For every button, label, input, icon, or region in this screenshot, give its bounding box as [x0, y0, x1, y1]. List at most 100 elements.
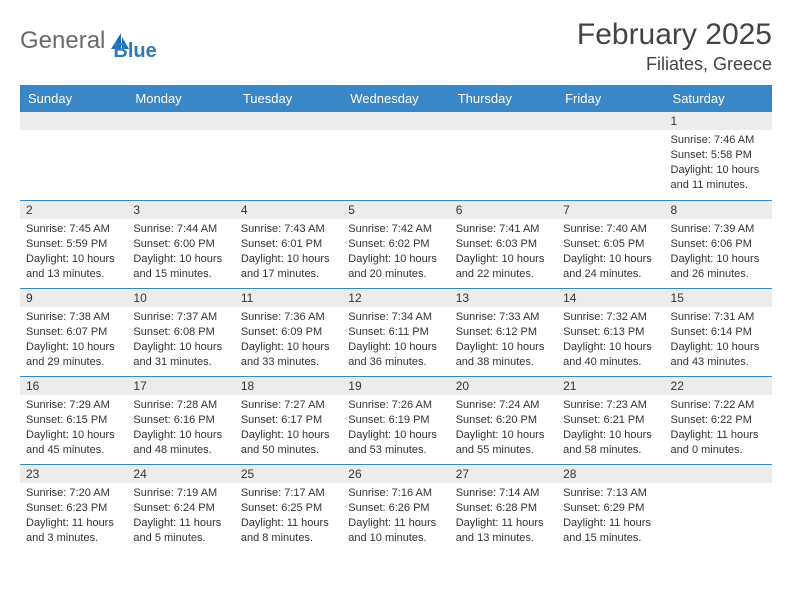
calendar-cell: 9Sunrise: 7:38 AMSunset: 6:07 PMDaylight… [20, 288, 127, 376]
day-line-sunset: Sunset: 6:02 PM [348, 237, 443, 252]
calendar-cell: 16Sunrise: 7:29 AMSunset: 6:15 PMDayligh… [20, 376, 127, 464]
day-line-sunset: Sunset: 6:03 PM [456, 237, 551, 252]
day-line-day2: and 29 minutes. [26, 355, 121, 370]
location-text: Filiates, Greece [577, 54, 772, 75]
day-line-sunset: Sunset: 6:09 PM [241, 325, 336, 340]
day-number: 25 [235, 465, 342, 483]
day-line-sunset: Sunset: 6:12 PM [456, 325, 551, 340]
calendar-cell [235, 112, 342, 200]
calendar-cell [20, 112, 127, 200]
calendar-cell: 3Sunrise: 7:44 AMSunset: 6:00 PMDaylight… [127, 200, 234, 288]
day-body [127, 130, 234, 137]
day-body: Sunrise: 7:37 AMSunset: 6:08 PMDaylight:… [127, 307, 234, 373]
day-line-sunrise: Sunrise: 7:26 AM [348, 398, 443, 413]
day-line-day1: Daylight: 10 hours [671, 252, 766, 267]
day-number: 7 [557, 201, 664, 219]
day-line-sunrise: Sunrise: 7:23 AM [563, 398, 658, 413]
day-body: Sunrise: 7:44 AMSunset: 6:00 PMDaylight:… [127, 219, 234, 285]
calendar-cell: 20Sunrise: 7:24 AMSunset: 6:20 PMDayligh… [450, 376, 557, 464]
day-line-sunrise: Sunrise: 7:20 AM [26, 486, 121, 501]
day-number: 10 [127, 289, 234, 307]
day-number: 23 [20, 465, 127, 483]
day-line-day1: Daylight: 11 hours [26, 516, 121, 531]
day-number: 19 [342, 377, 449, 395]
day-number: 5 [342, 201, 449, 219]
day-number [235, 112, 342, 130]
title-block: February 2025 Filiates, Greece [577, 18, 772, 75]
logo-text-blue: Blue [113, 40, 156, 63]
calendar-cell: 27Sunrise: 7:14 AMSunset: 6:28 PMDayligh… [450, 464, 557, 552]
day-body [665, 483, 772, 490]
day-number: 13 [450, 289, 557, 307]
day-body: Sunrise: 7:45 AMSunset: 5:59 PMDaylight:… [20, 219, 127, 285]
day-number: 14 [557, 289, 664, 307]
day-line-sunset: Sunset: 6:20 PM [456, 413, 551, 428]
day-body: Sunrise: 7:42 AMSunset: 6:02 PMDaylight:… [342, 219, 449, 285]
day-number: 22 [665, 377, 772, 395]
day-line-day2: and 31 minutes. [133, 355, 228, 370]
calendar-cell [557, 112, 664, 200]
day-body: Sunrise: 7:20 AMSunset: 6:23 PMDaylight:… [20, 483, 127, 549]
day-line-day1: Daylight: 10 hours [456, 252, 551, 267]
calendar-cell: 21Sunrise: 7:23 AMSunset: 6:21 PMDayligh… [557, 376, 664, 464]
day-line-sunset: Sunset: 5:59 PM [26, 237, 121, 252]
day-line-sunrise: Sunrise: 7:19 AM [133, 486, 228, 501]
calendar-cell: 14Sunrise: 7:32 AMSunset: 6:13 PMDayligh… [557, 288, 664, 376]
day-number [665, 465, 772, 483]
day-line-sunset: Sunset: 6:13 PM [563, 325, 658, 340]
day-line-sunrise: Sunrise: 7:40 AM [563, 222, 658, 237]
weekday-header: Wednesday [342, 85, 449, 112]
day-line-day2: and 43 minutes. [671, 355, 766, 370]
day-line-day1: Daylight: 10 hours [133, 252, 228, 267]
calendar-cell: 1Sunrise: 7:46 AMSunset: 5:58 PMDaylight… [665, 112, 772, 200]
day-line-day2: and 58 minutes. [563, 443, 658, 458]
day-line-day1: Daylight: 10 hours [563, 252, 658, 267]
day-body: Sunrise: 7:28 AMSunset: 6:16 PMDaylight:… [127, 395, 234, 461]
day-line-sunset: Sunset: 6:00 PM [133, 237, 228, 252]
day-line-sunset: Sunset: 6:24 PM [133, 501, 228, 516]
day-line-sunset: Sunset: 6:23 PM [26, 501, 121, 516]
calendar-header-row: Sunday Monday Tuesday Wednesday Thursday… [20, 85, 772, 112]
day-body [235, 130, 342, 137]
day-line-sunset: Sunset: 6:08 PM [133, 325, 228, 340]
day-line-day2: and 50 minutes. [241, 443, 336, 458]
day-number: 27 [450, 465, 557, 483]
day-line-day1: Daylight: 10 hours [133, 428, 228, 443]
calendar-row: 2Sunrise: 7:45 AMSunset: 5:59 PMDaylight… [20, 200, 772, 288]
day-line-sunset: Sunset: 6:01 PM [241, 237, 336, 252]
calendar-cell: 23Sunrise: 7:20 AMSunset: 6:23 PMDayligh… [20, 464, 127, 552]
day-body: Sunrise: 7:27 AMSunset: 6:17 PMDaylight:… [235, 395, 342, 461]
day-line-day1: Daylight: 10 hours [133, 340, 228, 355]
day-line-day1: Daylight: 10 hours [671, 340, 766, 355]
day-number: 16 [20, 377, 127, 395]
calendar-row: 9Sunrise: 7:38 AMSunset: 6:07 PMDaylight… [20, 288, 772, 376]
day-line-day1: Daylight: 10 hours [671, 163, 766, 178]
day-line-day1: Daylight: 10 hours [456, 340, 551, 355]
calendar-cell: 10Sunrise: 7:37 AMSunset: 6:08 PMDayligh… [127, 288, 234, 376]
calendar-cell: 24Sunrise: 7:19 AMSunset: 6:24 PMDayligh… [127, 464, 234, 552]
weekday-header: Thursday [450, 85, 557, 112]
day-number: 9 [20, 289, 127, 307]
day-line-sunrise: Sunrise: 7:22 AM [671, 398, 766, 413]
calendar-cell: 5Sunrise: 7:42 AMSunset: 6:02 PMDaylight… [342, 200, 449, 288]
page-title: February 2025 [577, 18, 772, 52]
day-body: Sunrise: 7:14 AMSunset: 6:28 PMDaylight:… [450, 483, 557, 549]
day-line-day2: and 20 minutes. [348, 267, 443, 282]
day-line-sunrise: Sunrise: 7:36 AM [241, 310, 336, 325]
calendar-cell: 7Sunrise: 7:40 AMSunset: 6:05 PMDaylight… [557, 200, 664, 288]
day-line-sunrise: Sunrise: 7:34 AM [348, 310, 443, 325]
day-line-day1: Daylight: 10 hours [563, 340, 658, 355]
calendar-cell: 13Sunrise: 7:33 AMSunset: 6:12 PMDayligh… [450, 288, 557, 376]
day-line-sunset: Sunset: 6:19 PM [348, 413, 443, 428]
day-line-day1: Daylight: 11 hours [241, 516, 336, 531]
day-line-sunrise: Sunrise: 7:42 AM [348, 222, 443, 237]
weekday-header: Sunday [20, 85, 127, 112]
day-line-day2: and 15 minutes. [563, 531, 658, 546]
day-body: Sunrise: 7:17 AMSunset: 6:25 PMDaylight:… [235, 483, 342, 549]
day-line-day1: Daylight: 10 hours [348, 340, 443, 355]
day-line-sunset: Sunset: 6:16 PM [133, 413, 228, 428]
day-line-sunset: Sunset: 6:15 PM [26, 413, 121, 428]
calendar-cell [665, 464, 772, 552]
day-line-day2: and 15 minutes. [133, 267, 228, 282]
day-line-day1: Daylight: 10 hours [348, 252, 443, 267]
